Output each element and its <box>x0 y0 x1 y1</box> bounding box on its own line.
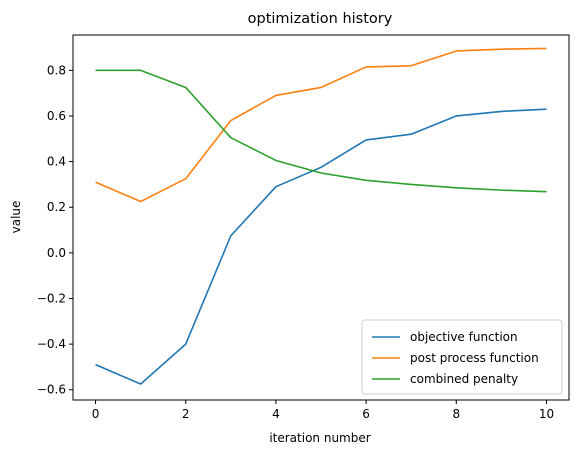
legend-box <box>361 319 563 395</box>
legend-label-3: combined penalty <box>410 372 518 386</box>
y-tick-label: 0.8 <box>47 63 66 77</box>
plot-frame <box>72 34 570 401</box>
y-tick-label: −0.6 <box>37 383 66 397</box>
y-tick-label: 0.6 <box>47 109 66 123</box>
x-tick-label: 6 <box>362 407 370 421</box>
x-tick-label: 2 <box>182 407 190 421</box>
y-tick-label: −0.2 <box>37 291 66 305</box>
x-axis: 0 2 4 6 8 10 <box>92 400 554 421</box>
legend: objective function post process function c… <box>361 319 563 395</box>
plot-area <box>95 47 547 385</box>
y-tick-label: 0.0 <box>47 246 66 260</box>
series-line-1 <box>95 108 547 385</box>
y-axis-label: value <box>9 201 23 234</box>
series-line-2 <box>95 47 547 203</box>
series-line-3 <box>95 69 547 193</box>
y-axis: −0.6 −0.4 −0.2 0.0 0.2 0.4 0.6 0.8 <box>37 63 73 397</box>
y-tick-label: 0.4 <box>47 155 66 169</box>
legend-label-1: objective function <box>410 330 518 344</box>
x-tick-label: 0 <box>92 407 100 421</box>
chart-title: optimization history <box>248 11 393 27</box>
y-tick-label: −0.4 <box>37 337 66 351</box>
legend-label-2: post process function <box>410 351 539 365</box>
x-axis-label: iteration number <box>269 431 370 445</box>
x-tick-label: 8 <box>452 407 460 421</box>
y-tick-label: 0.2 <box>47 200 66 214</box>
x-tick-label: 10 <box>539 407 554 421</box>
x-tick-label: 4 <box>272 407 280 421</box>
